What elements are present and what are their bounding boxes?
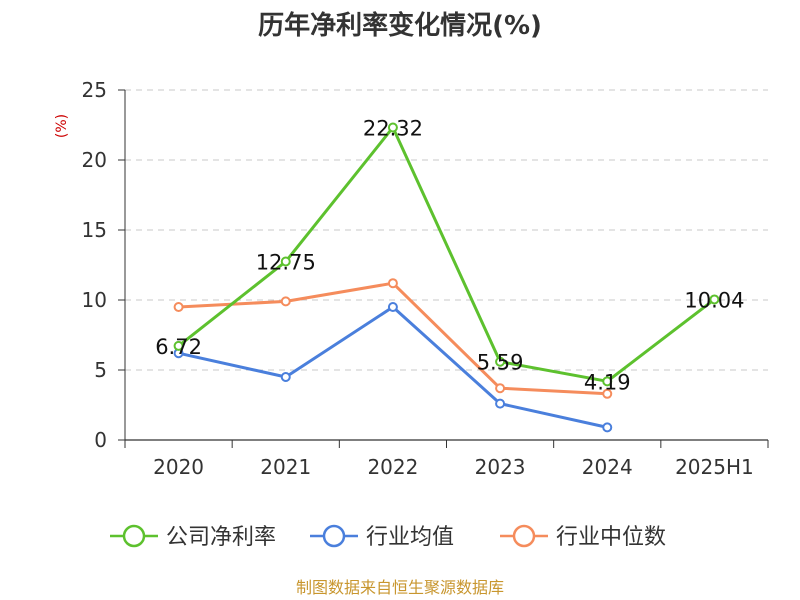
- y-tick-label: 0: [94, 428, 107, 452]
- data-label: 22.32: [363, 117, 423, 141]
- series-line: [177, 305, 609, 429]
- x-tick-label: 2024: [582, 455, 633, 479]
- x-tick-label: 2025H1: [675, 455, 754, 479]
- data-point: [602, 422, 613, 433]
- legend-marker: [512, 524, 536, 548]
- data-label: 4.19: [584, 370, 631, 394]
- series-line: [177, 126, 716, 383]
- data-point: [280, 296, 291, 307]
- legend-item[interactable]: 行业均值: [310, 524, 454, 550]
- x-tick-label: 2021: [260, 455, 311, 479]
- y-axis-label: (%): [54, 114, 70, 138]
- data-point: [495, 356, 506, 367]
- data-point: [495, 383, 506, 394]
- legend-item[interactable]: 行业中位数: [500, 524, 666, 550]
- data-point: [387, 122, 398, 133]
- axes: 0 5 10 15 20 25 2020 2021 2022 2023 2024 2025H1: [82, 78, 769, 479]
- data-point: [602, 388, 613, 399]
- legend-label: 公司净利率: [166, 525, 276, 550]
- data-point: [602, 376, 613, 387]
- data-point: [495, 398, 506, 409]
- data-point: [387, 278, 398, 289]
- data-label: 10.04: [684, 288, 744, 312]
- chart-title: 历年净利率变化情况(%): [258, 10, 542, 41]
- series-lines: [173, 122, 720, 433]
- legend-label: 行业中位数: [556, 525, 666, 550]
- data-point: [709, 294, 720, 305]
- data-label: 5.59: [477, 351, 524, 375]
- legend-marker: [322, 524, 346, 548]
- x-tick-label: 2022: [367, 455, 418, 479]
- source-note: 制图数据来自恒生聚源数据库: [296, 578, 504, 597]
- legend-marker: [122, 524, 146, 548]
- x-tick-label: 2023: [475, 455, 526, 479]
- y-tick-label: 20: [82, 148, 107, 172]
- data-point: [173, 302, 184, 312]
- y-tick-label: 5: [94, 358, 107, 382]
- y-tick-label: 15: [82, 218, 107, 242]
- legend[interactable]: 公司净利率 行业均值 行业中位数: [110, 524, 666, 550]
- legend-item[interactable]: 公司净利率: [110, 524, 276, 550]
- x-tick-label: 2020: [153, 455, 204, 479]
- legend-label: 行业均值: [366, 525, 454, 550]
- data-label: 12.75: [256, 251, 316, 275]
- data-point: [280, 372, 291, 382]
- gridlines: [125, 89, 768, 371]
- y-tick-label: 25: [82, 78, 107, 102]
- data-point: [280, 256, 291, 267]
- data-point: [387, 302, 398, 312]
- data-label: 6.72: [155, 335, 202, 359]
- data-labels: 6.72 12.75 22.32 5.59 4.19 10.04: [155, 117, 744, 395]
- y-tick-label: 10: [82, 288, 107, 312]
- data-point: [173, 340, 184, 351]
